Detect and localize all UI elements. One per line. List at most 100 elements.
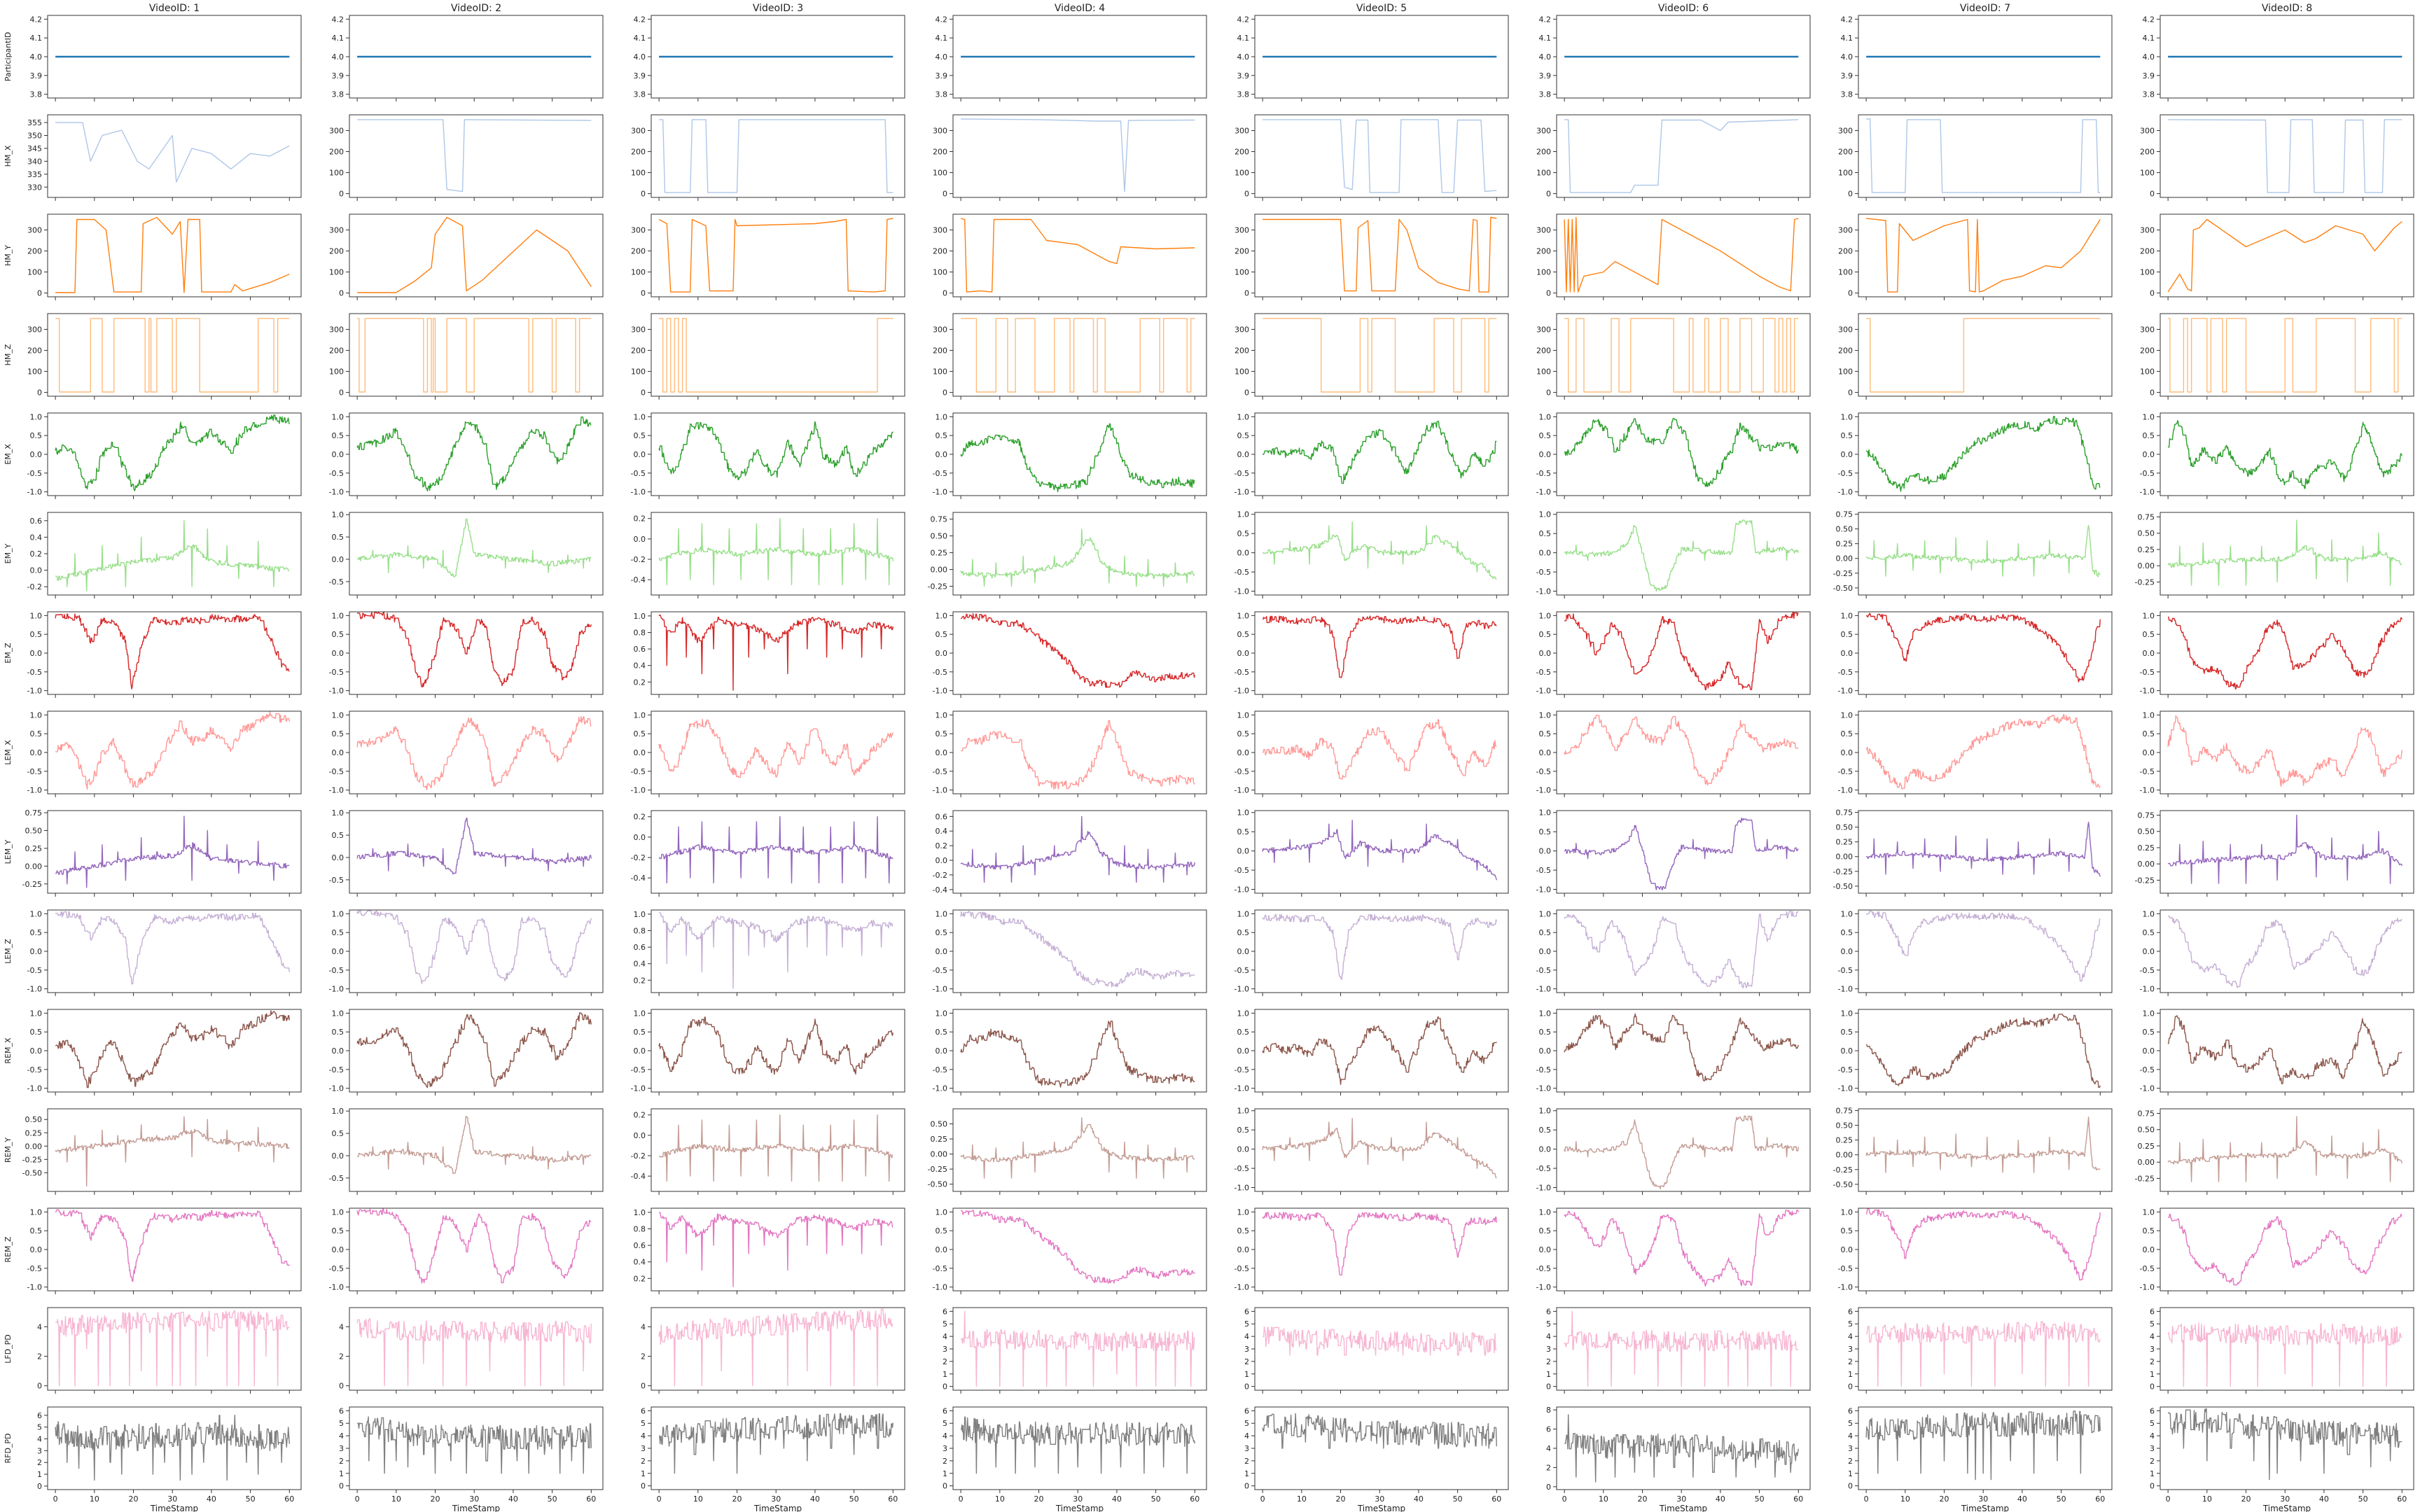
series-line-em-x bbox=[1564, 418, 1799, 487]
y-tick-label: 1.0 bbox=[936, 611, 948, 620]
axes-frame bbox=[47, 214, 302, 298]
axes-frame bbox=[1556, 810, 1811, 894]
series-line-lfd-pd bbox=[55, 1310, 290, 1387]
axes-frame bbox=[47, 114, 302, 198]
y-tick-label: -0.5 bbox=[2140, 1065, 2155, 1074]
y-tick-label: 100 bbox=[2140, 169, 2155, 178]
y-tick-label: 0.0 bbox=[30, 1245, 43, 1254]
y-tick-label: 0 bbox=[1546, 1483, 1551, 1492]
series-line-em-z bbox=[961, 612, 1195, 688]
y-tick-label: 0 bbox=[2150, 289, 2155, 298]
y-tick-label: 1.0 bbox=[332, 808, 345, 818]
y-tick-label: 0.5 bbox=[1237, 1126, 1250, 1135]
x-tick-label: 30 bbox=[469, 1494, 479, 1504]
y-tick-label: 300 bbox=[27, 226, 42, 235]
series-line-hm-z bbox=[1564, 318, 1799, 393]
series-line-lem-z bbox=[659, 911, 893, 989]
axes-frame bbox=[349, 512, 604, 596]
y-tick-label: 4 bbox=[1546, 1444, 1551, 1453]
y-tick-label: 0.00 bbox=[1836, 853, 1854, 862]
y-tick-label: 1.0 bbox=[936, 710, 948, 720]
x-axis-label: TimeStamp bbox=[452, 1504, 500, 1512]
y-tick-label: -0.5 bbox=[27, 1065, 42, 1074]
y-tick-label: 0.5 bbox=[1539, 431, 1552, 440]
series-line-rfd-pd bbox=[55, 1415, 290, 1481]
y-tick-label: 1.0 bbox=[1841, 412, 1854, 421]
column-title: VideoID: 8 bbox=[2262, 3, 2312, 14]
panel: 3.8 3.9 4.0 4.1 4.2 bbox=[1841, 15, 2113, 102]
y-tick-label: 0.5 bbox=[1539, 630, 1552, 639]
y-tick-label: 0.8 bbox=[634, 629, 646, 638]
y-tick-label: 1.0 bbox=[936, 1208, 948, 1217]
x-axis-label: TimeStamp bbox=[753, 1504, 802, 1512]
series-line-lem-x bbox=[658, 718, 893, 778]
x-axis-label: TimeStamp bbox=[2262, 1504, 2311, 1512]
axes-frame bbox=[47, 710, 302, 794]
series-line-rem-x bbox=[55, 1010, 290, 1088]
y-tick-label: 0.00 bbox=[2138, 860, 2155, 869]
y-tick-label: -1.0 bbox=[1838, 1283, 1853, 1292]
panel: 0 100 200 300 bbox=[27, 313, 302, 400]
y-tick-label: 0.5 bbox=[332, 831, 345, 840]
y-tick-label: 3.9 bbox=[2143, 71, 2155, 80]
y-tick-label: 0.0 bbox=[1539, 1145, 1552, 1154]
y-tick-label: 0.5 bbox=[332, 1129, 345, 1138]
y-tick-label: 0.0 bbox=[634, 1046, 646, 1056]
y-tick-label: 6 bbox=[1848, 1406, 1853, 1415]
y-tick-label: -1.0 bbox=[2140, 687, 2155, 696]
y-tick-label: 0.5 bbox=[30, 1028, 43, 1037]
series-line-rfd-pd bbox=[2168, 1408, 2402, 1480]
y-tick-label: 200 bbox=[631, 346, 646, 356]
y-tick-label: 200 bbox=[1838, 247, 1853, 256]
y-tick-label: 0.0 bbox=[1237, 649, 1250, 658]
panel: -0.50 -0.25 0.00 0.25 0.50 bbox=[22, 1108, 302, 1195]
series-line-em-y bbox=[1866, 525, 2101, 578]
y-tick-label: 100 bbox=[1536, 169, 1551, 178]
y-tick-label: 0 bbox=[1546, 1382, 1551, 1392]
panel: -1.0 -0.5 0.0 0.5 1.0 bbox=[1536, 710, 1811, 797]
series-line-rem-x bbox=[2167, 1015, 2402, 1084]
y-tick-label: -0.25 bbox=[2135, 1174, 2155, 1183]
y-tick-label: 0.00 bbox=[931, 1150, 948, 1159]
y-tick-label: 5 bbox=[1848, 1320, 1853, 1329]
y-tick-label: 4 bbox=[641, 1432, 646, 1441]
axes-frame bbox=[349, 1406, 604, 1490]
y-tick-label: 4 bbox=[339, 1432, 344, 1441]
y-tick-label: 0.50 bbox=[1836, 1121, 1854, 1130]
y-tick-label: 100 bbox=[329, 368, 344, 377]
y-tick-label: -1.0 bbox=[1235, 1184, 1249, 1193]
y-tick-label: 4 bbox=[2150, 1332, 2155, 1341]
axes-frame bbox=[1254, 1406, 1509, 1490]
y-tick-label: 1 bbox=[37, 1470, 42, 1479]
y-tick-label: 4.0 bbox=[30, 52, 43, 62]
axes-frame bbox=[2160, 15, 2414, 99]
y-tick-label: 0.0 bbox=[1539, 748, 1552, 757]
axes-frame bbox=[47, 611, 302, 695]
axes-frame bbox=[349, 810, 604, 894]
y-tick-label: 8 bbox=[1546, 1406, 1551, 1415]
y-tick-label: -1.0 bbox=[329, 985, 344, 994]
y-tick-label: 1.0 bbox=[2143, 412, 2155, 421]
axes-frame bbox=[1254, 313, 1509, 397]
panel: -1.0 -0.5 0.0 0.5 1.0 bbox=[1235, 1107, 1509, 1195]
y-tick-label: 3 bbox=[339, 1444, 344, 1453]
y-tick-label: -0.5 bbox=[329, 469, 344, 478]
y-tick-label: 0.4 bbox=[634, 662, 646, 671]
y-tick-label: 345 bbox=[27, 144, 42, 153]
y-tick-label: 0.75 bbox=[931, 515, 948, 524]
y-tick-label: 0.5 bbox=[1237, 1028, 1250, 1037]
y-tick-label: 0.6 bbox=[30, 517, 43, 526]
x-tick-label: 50 bbox=[548, 1494, 557, 1504]
axes-frame bbox=[952, 611, 1207, 695]
y-tick-label: 0.25 bbox=[1836, 838, 1854, 847]
series-line-rem-z bbox=[1866, 1208, 2101, 1281]
y-tick-label: 4.2 bbox=[1237, 15, 1250, 24]
y-tick-label: 5 bbox=[943, 1320, 947, 1329]
series-line-hm-z bbox=[659, 318, 893, 393]
series-line-hm-z bbox=[55, 318, 290, 393]
y-tick-label: 1 bbox=[641, 1469, 646, 1478]
y-tick-label: 1.0 bbox=[1539, 909, 1552, 918]
y-tick-label: 0.50 bbox=[1836, 525, 1854, 534]
y-tick-label: 1.0 bbox=[1237, 1208, 1250, 1217]
y-tick-label: 0.0 bbox=[332, 1245, 345, 1254]
